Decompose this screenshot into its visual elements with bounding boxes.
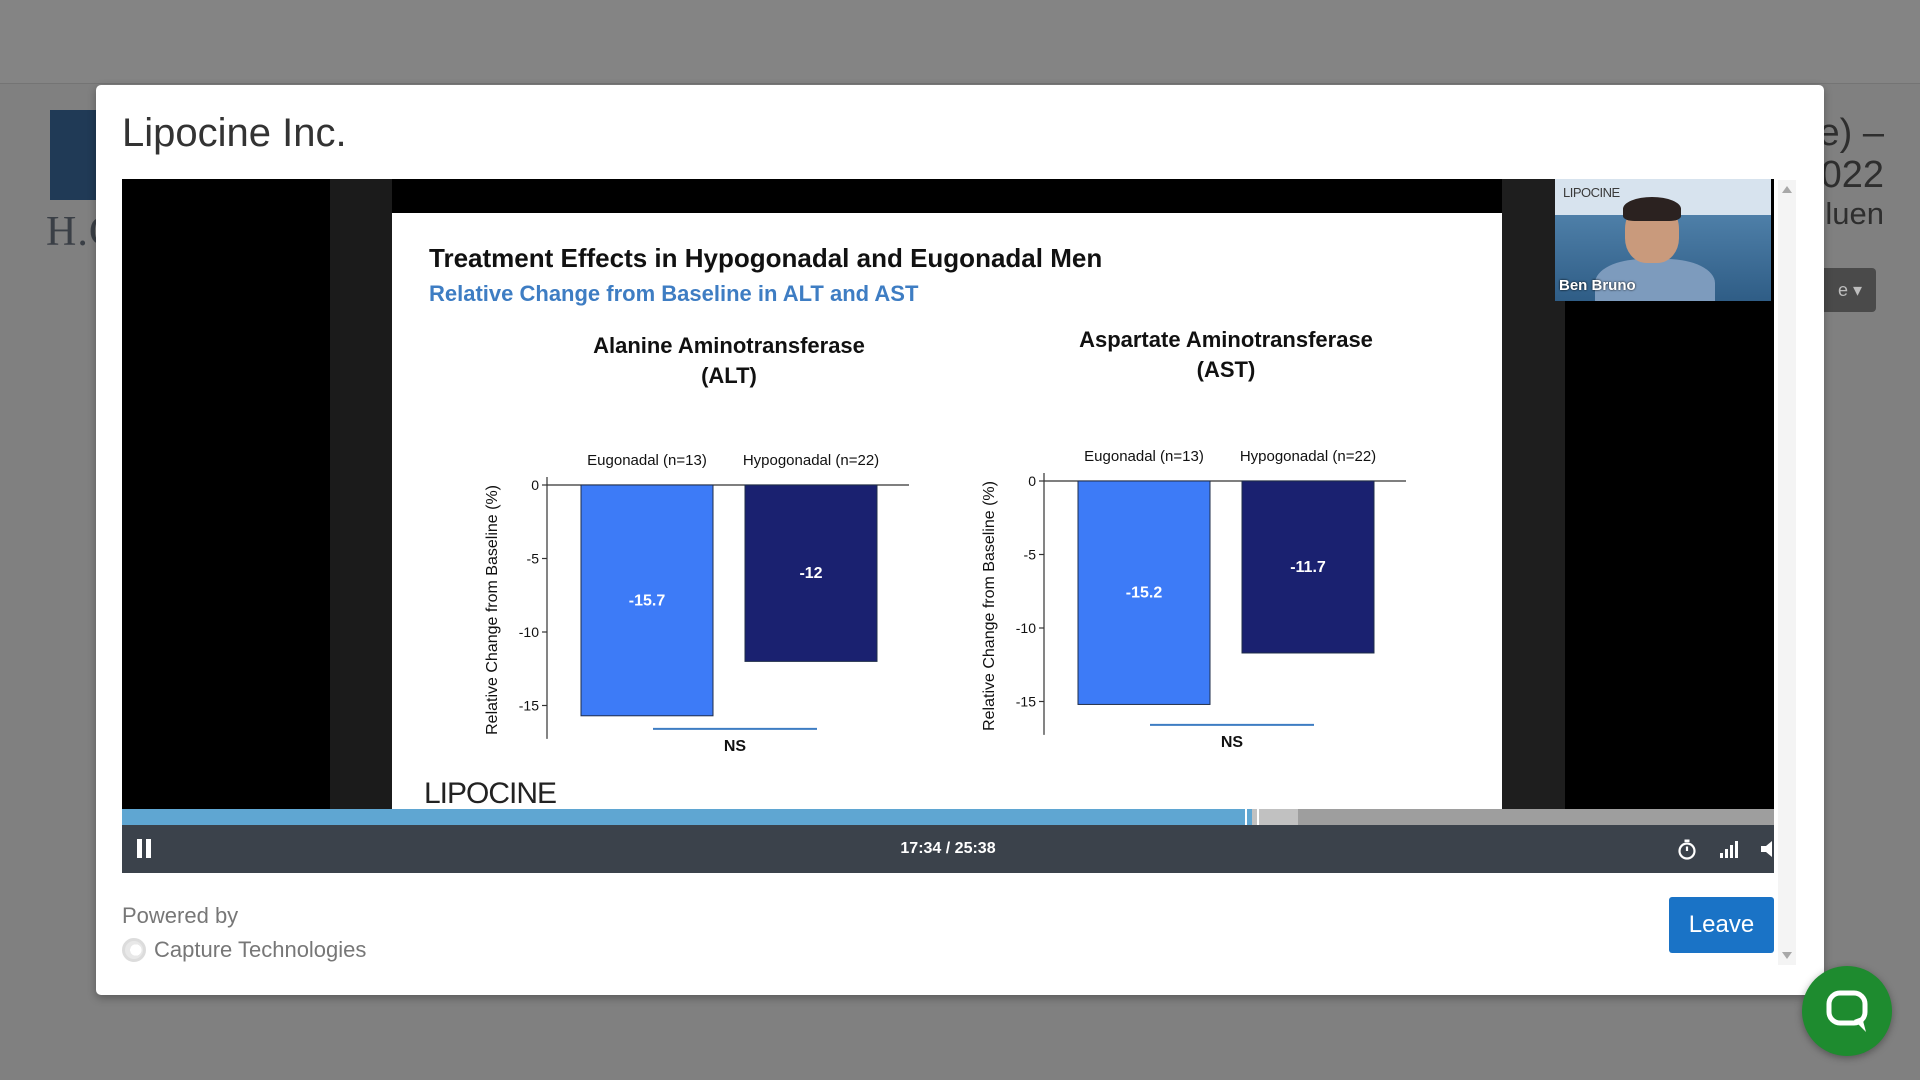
- video-frame: Treatment Effects in Hypogonadal and Eug…: [330, 179, 1771, 809]
- camera-background-logo: LIPOCINE: [1563, 185, 1620, 200]
- volume-icon[interactable]: [1758, 836, 1774, 862]
- video-modal: Lipocine Inc. Treatment Effects in Hypog…: [96, 85, 1824, 995]
- scroll-up-arrow-icon[interactable]: [1782, 186, 1792, 193]
- y-tick-label: -5: [1024, 547, 1037, 563]
- powered-by-label: Powered by: [122, 903, 239, 928]
- participant-body: [1595, 259, 1715, 301]
- background-title-line-2: 022: [1820, 154, 1884, 196]
- category-label: Eugonadal (n=13): [1084, 448, 1204, 465]
- slide-title: Treatment Effects in Hypogonadal and Eug…: [429, 243, 1103, 273]
- chart-title-2-line-1: Aspartate Aminotransferase: [1079, 327, 1373, 352]
- chart-title-1-line-2: (ALT): [701, 363, 757, 388]
- bar-hypogonadal: [744, 484, 878, 662]
- y-tick-label: -15: [1016, 694, 1036, 710]
- y-tick-label: -15: [519, 698, 539, 714]
- chat-icon: [1826, 990, 1868, 1032]
- provider-name: Capture Technologies: [154, 937, 367, 962]
- ns-annotation: NS: [724, 738, 747, 755]
- chart-title-2-line-2: (AST): [1197, 357, 1256, 382]
- signal-icon[interactable]: [1716, 836, 1742, 862]
- scroll-down-arrow-icon[interactable]: [1782, 952, 1792, 959]
- background-title: e) – 022: [1819, 112, 1884, 196]
- chart-title-1-line-1: Alanine Aminotransferase: [593, 333, 865, 358]
- y-axis-label: Relative Change from Baseline (%): [981, 481, 998, 731]
- y-tick-label: -10: [519, 624, 539, 640]
- zoom-share-bar: [392, 179, 1502, 213]
- time-label: 17:34 / 25:38: [900, 840, 996, 857]
- bar-value-label: -11.7: [1290, 559, 1326, 576]
- category-label: Eugonadal (n=13): [587, 452, 707, 469]
- bar-eugonadal: [1077, 480, 1211, 705]
- participant-name: Ben Bruno: [1559, 277, 1636, 294]
- background-dropdown-label: e: [1837, 280, 1848, 300]
- background-logo-icon: [50, 110, 96, 200]
- bar-value-label: -12: [799, 565, 822, 582]
- category-label: Hypogonadal (n=22): [743, 452, 879, 469]
- slide-logo: LIPOCINE: [424, 777, 557, 809]
- capture-logo-icon: [122, 938, 146, 962]
- progress-buffered: [1251, 809, 1299, 825]
- participant-hair: [1623, 197, 1681, 221]
- timer-icon[interactable]: [1674, 836, 1700, 862]
- player-controls: 17:34 / 25:38: [122, 825, 1774, 873]
- leave-button[interactable]: Leave: [1669, 897, 1774, 953]
- bar-value-label: -15.2: [1126, 585, 1163, 602]
- charts-svg: Alanine Aminotransferase (ALT) Eugonadal (…: [484, 327, 1406, 755]
- pause-icon[interactable]: [136, 839, 156, 859]
- background-title-line-1: e) –: [1818, 112, 1884, 154]
- chat-widget-button[interactable]: [1802, 966, 1892, 1056]
- y-tick-label: -10: [1016, 620, 1036, 636]
- bar-value-label: -15.7: [629, 592, 666, 609]
- presentation-slide: Treatment Effects in Hypogonadal and Eug…: [392, 213, 1502, 809]
- y-tick-label: 0: [1028, 473, 1036, 489]
- ns-annotation: NS: [1221, 734, 1244, 751]
- category-label: Hypogonadal (n=22): [1240, 448, 1376, 465]
- provider-link[interactable]: Capture Technologies: [122, 937, 366, 963]
- video-side-panel: [1502, 179, 1565, 809]
- y-tick-label: -5: [527, 551, 540, 567]
- modal-title: Lipocine Inc.: [122, 111, 347, 155]
- slide-subtitle: Relative Change from Baseline in ALT and…: [429, 281, 919, 306]
- video-player[interactable]: Treatment Effects in Hypogonadal and Eug…: [122, 179, 1774, 873]
- bar-hypogonadal: [1241, 480, 1375, 654]
- progress-bar[interactable]: [122, 803, 1774, 829]
- participant-video: LIPOCINE Ben Bruno: [1555, 179, 1771, 301]
- progress-played: [122, 809, 1252, 825]
- bar-eugonadal: [580, 484, 714, 717]
- y-tick-label: 0: [531, 477, 539, 493]
- background-header: [0, 0, 1920, 84]
- modal-scrollbar[interactable]: [1778, 180, 1796, 965]
- y-axis-label: Relative Change from Baseline (%): [484, 485, 501, 735]
